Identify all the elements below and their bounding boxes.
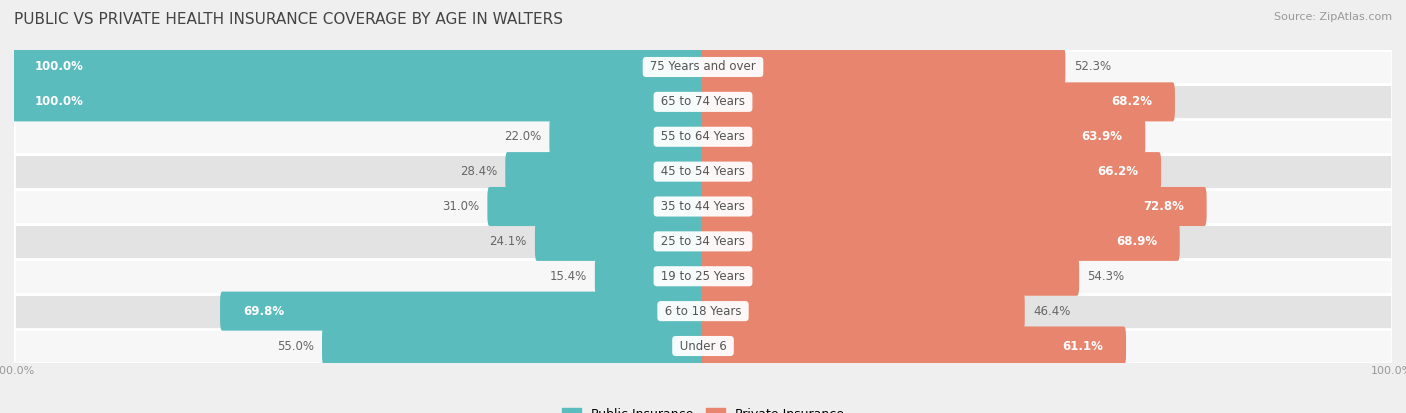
Text: 24.1%: 24.1% xyxy=(489,235,527,248)
Text: 100.0%: 100.0% xyxy=(35,95,83,108)
FancyBboxPatch shape xyxy=(702,187,1206,226)
FancyBboxPatch shape xyxy=(534,222,704,261)
Text: 52.3%: 52.3% xyxy=(1074,60,1111,74)
Text: 72.8%: 72.8% xyxy=(1143,200,1184,213)
Text: 68.9%: 68.9% xyxy=(1116,235,1157,248)
Text: 66.2%: 66.2% xyxy=(1098,165,1139,178)
Text: 46.4%: 46.4% xyxy=(1033,305,1070,318)
Text: 54.3%: 54.3% xyxy=(1087,270,1125,283)
Text: 35 to 44 Years: 35 to 44 Years xyxy=(657,200,749,213)
Legend: Public Insurance, Private Insurance: Public Insurance, Private Insurance xyxy=(557,403,849,413)
FancyBboxPatch shape xyxy=(702,222,1180,261)
FancyBboxPatch shape xyxy=(702,326,1126,366)
Text: 55.0%: 55.0% xyxy=(277,339,314,353)
Bar xyxy=(14,50,1392,84)
FancyBboxPatch shape xyxy=(702,292,1025,331)
Text: 69.8%: 69.8% xyxy=(243,305,284,318)
Text: 61.1%: 61.1% xyxy=(1063,339,1104,353)
Bar xyxy=(14,224,1392,259)
FancyBboxPatch shape xyxy=(13,82,704,121)
FancyBboxPatch shape xyxy=(595,257,704,296)
FancyBboxPatch shape xyxy=(505,152,704,191)
Bar xyxy=(14,189,1392,224)
Text: 25 to 34 Years: 25 to 34 Years xyxy=(657,235,749,248)
Text: 22.0%: 22.0% xyxy=(503,130,541,143)
Bar xyxy=(14,329,1392,363)
Text: 6 to 18 Years: 6 to 18 Years xyxy=(661,305,745,318)
Text: 100.0%: 100.0% xyxy=(35,60,83,74)
Bar xyxy=(14,294,1392,329)
FancyBboxPatch shape xyxy=(702,257,1080,296)
Text: 55 to 64 Years: 55 to 64 Years xyxy=(657,130,749,143)
FancyBboxPatch shape xyxy=(702,47,1066,87)
Text: 45 to 54 Years: 45 to 54 Years xyxy=(657,165,749,178)
Text: Source: ZipAtlas.com: Source: ZipAtlas.com xyxy=(1274,12,1392,22)
Text: 68.2%: 68.2% xyxy=(1111,95,1152,108)
Text: Under 6: Under 6 xyxy=(676,339,730,353)
Bar xyxy=(14,259,1392,294)
Text: PUBLIC VS PRIVATE HEALTH INSURANCE COVERAGE BY AGE IN WALTERS: PUBLIC VS PRIVATE HEALTH INSURANCE COVER… xyxy=(14,12,562,27)
Text: 28.4%: 28.4% xyxy=(460,165,496,178)
FancyBboxPatch shape xyxy=(702,82,1175,121)
FancyBboxPatch shape xyxy=(550,117,704,156)
Text: 15.4%: 15.4% xyxy=(550,270,586,283)
FancyBboxPatch shape xyxy=(13,47,704,87)
Text: 19 to 25 Years: 19 to 25 Years xyxy=(657,270,749,283)
FancyBboxPatch shape xyxy=(322,326,704,366)
Text: 31.0%: 31.0% xyxy=(441,200,479,213)
FancyBboxPatch shape xyxy=(702,152,1161,191)
FancyBboxPatch shape xyxy=(488,187,704,226)
Text: 65 to 74 Years: 65 to 74 Years xyxy=(657,95,749,108)
Text: 63.9%: 63.9% xyxy=(1081,130,1122,143)
FancyBboxPatch shape xyxy=(221,292,704,331)
Bar xyxy=(14,154,1392,189)
Bar xyxy=(14,119,1392,154)
Bar xyxy=(14,84,1392,119)
Text: 75 Years and over: 75 Years and over xyxy=(647,60,759,74)
FancyBboxPatch shape xyxy=(702,117,1146,156)
